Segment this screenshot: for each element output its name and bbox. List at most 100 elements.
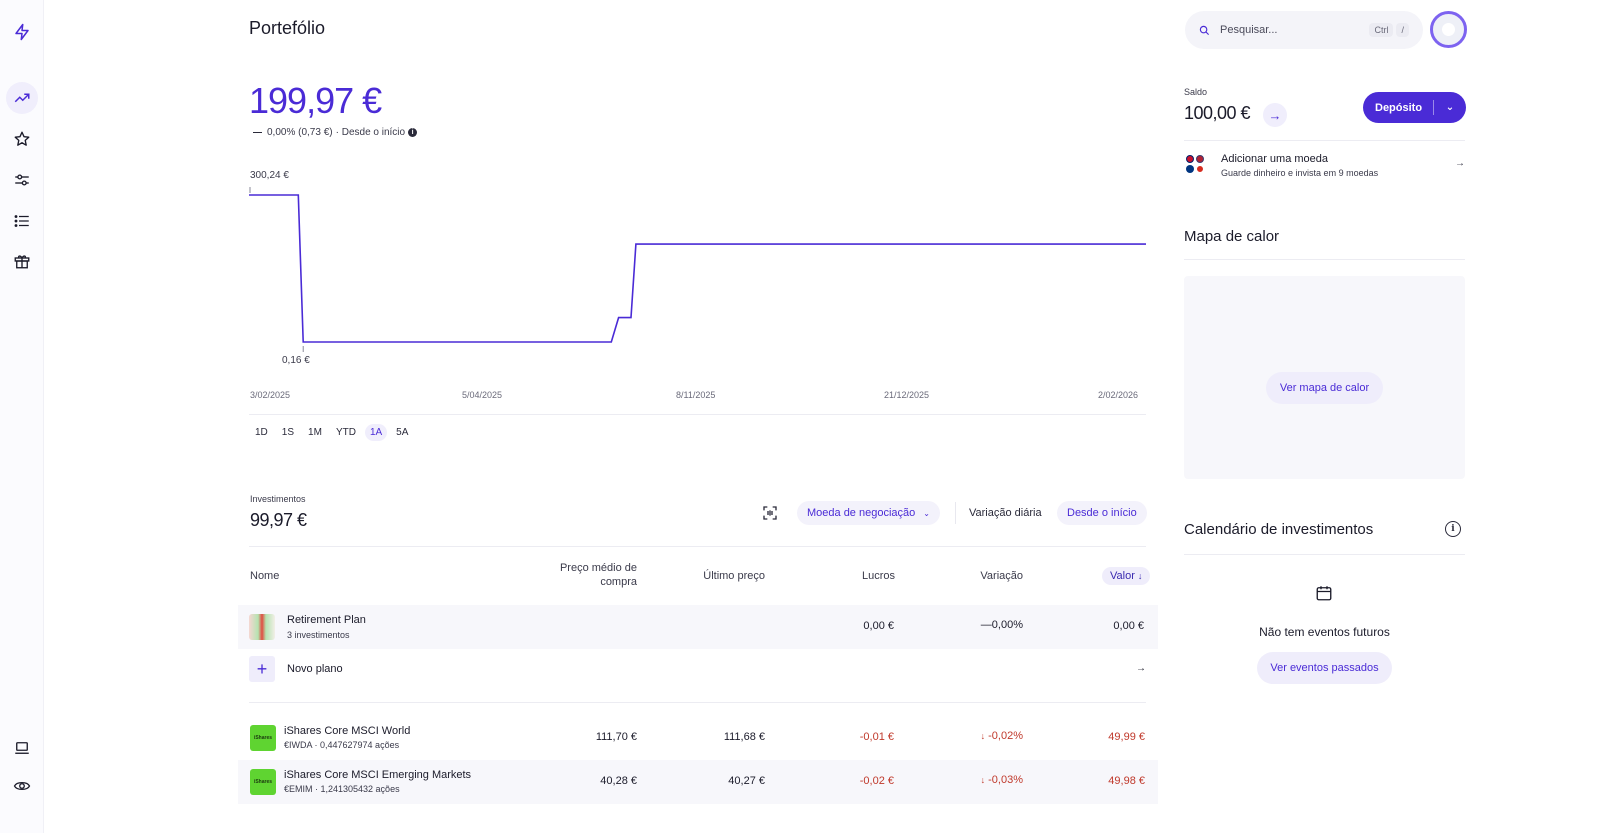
page-title: Portefólio <box>249 18 326 38</box>
list-icon[interactable] <box>6 205 38 237</box>
since-start-label: Desde o início <box>1067 507 1137 519</box>
heatmap-title: Mapa de calor <box>1184 228 1280 245</box>
calendar-icon <box>1316 586 1332 601</box>
last-price: 111,68 € <box>723 731 765 743</box>
chart-min-label: 0,16 € <box>282 355 310 366</box>
range-1d-button[interactable]: 1D <box>255 427 268 438</box>
portfolio-chart-svg <box>249 187 1146 352</box>
neutral-dash-icon: — <box>980 619 992 631</box>
flag-icon <box>1196 155 1204 163</box>
divider <box>249 702 1146 703</box>
logo-bolt-icon[interactable] <box>6 16 38 48</box>
gift-icon[interactable] <box>6 245 38 277</box>
column-header-name[interactable]: Nome <box>250 570 280 582</box>
arrow-down-icon: ↓ <box>980 731 986 741</box>
profit: -0,01 € <box>859 731 894 743</box>
instrument-sub: €IWDA · 0,447627974 ações <box>284 740 400 750</box>
table-row[interactable]: iShares iShares Core MSCI Emerging Marke… <box>238 760 1158 804</box>
balance-value: 100,00 € <box>1184 103 1251 123</box>
range-ytd-button[interactable]: YTD <box>335 427 356 438</box>
flag-icon <box>1186 165 1194 173</box>
column-header-profits[interactable]: Lucros <box>861 570 895 582</box>
change: ↓ -0,02% <box>923 730 1023 742</box>
scan-icon[interactable] <box>758 502 782 524</box>
deposit-label: Depósito <box>1375 101 1423 114</box>
neutral-dash-icon <box>253 131 262 134</box>
plus-icon: + <box>249 656 275 682</box>
daily-change-toggle[interactable]: Variação diária <box>969 507 1042 519</box>
plan-name: Retirement Plan <box>287 614 366 626</box>
chart-x-tick: 3/02/2025 <box>250 390 291 400</box>
sliders-icon[interactable] <box>6 164 38 196</box>
range-1a-button[interactable]: 1A <box>364 424 388 441</box>
sidebar <box>0 0 44 833</box>
since-start-toggle[interactable]: Desde o início <box>1057 501 1147 525</box>
portfolio-change: 0,00% (0,73 €) · Desde o início i <box>253 127 418 138</box>
portfolio-change-value: 0,00% (0,73 €) <box>267 127 333 138</box>
no-events-message: Não tem eventos futuros <box>1259 625 1390 639</box>
chart-x-tick: 2/02/2026 <box>1098 390 1139 400</box>
column-header-value[interactable]: Valor ↓ <box>1102 567 1151 585</box>
kbd-slash: / <box>1396 23 1409 37</box>
range-5a-button[interactable]: 5A <box>396 427 409 438</box>
avatar[interactable] <box>1430 11 1467 48</box>
add-currency-title[interactable]: Adicionar uma moeda <box>1221 153 1329 165</box>
range-selector: 1D 1S 1M YTD 1A 5A <box>250 424 413 441</box>
divider <box>1184 259 1465 260</box>
arrow-down-icon: ↓ <box>980 775 986 785</box>
plan-change-value: 0,00% <box>991 619 1023 631</box>
divider <box>955 502 956 524</box>
column-header-last-price[interactable]: Último preço <box>703 570 765 582</box>
info-icon[interactable]: i <box>1445 521 1461 537</box>
table-row-new-plan[interactable]: + Novo plano → <box>238 649 1158 691</box>
plan-change: —0,00% <box>923 619 1023 631</box>
sort-down-icon: ↓ <box>1137 571 1143 581</box>
search-bar[interactable]: Ctrl / <box>1185 11 1423 49</box>
new-plan-label: Novo plano <box>287 663 343 675</box>
search-icon <box>1199 25 1210 36</box>
divider <box>1433 100 1434 115</box>
info-icon[interactable]: i <box>408 128 418 137</box>
laptop-icon[interactable] <box>6 732 38 764</box>
balance-label: Saldo <box>1184 87 1208 97</box>
divider <box>249 546 1146 547</box>
change: ↓ -0,03% <box>923 774 1023 786</box>
table-row-plan[interactable]: Retirement Plan 3 investimentos 0,00 € —… <box>238 605 1158 649</box>
search-input[interactable] <box>1220 24 1367 36</box>
chart-max-label: 300,24 € <box>250 170 289 181</box>
view-past-events-button[interactable]: Ver eventos passados <box>1257 652 1392 684</box>
portfolio-value: 199,97 € <box>249 80 382 121</box>
balance-arrow-icon[interactable]: → <box>1263 103 1287 127</box>
value: 49,98 € <box>1108 775 1145 787</box>
instrument-name: iShares Core MSCI Emerging Markets <box>284 769 472 781</box>
arrow-right-icon[interactable]: → <box>1455 158 1465 169</box>
range-1m-button[interactable]: 1M <box>308 427 322 438</box>
change-value: -0,03% <box>988 774 1023 786</box>
avg-price: 111,70 € <box>595 731 637 743</box>
portfolio-chart[interactable]: 300,24 € 0,16 € <box>249 165 1149 410</box>
currency-filter-label: Moeda de negociação <box>807 507 916 519</box>
eye-icon[interactable] <box>6 770 38 802</box>
view-heatmap-button[interactable]: Ver mapa de calor <box>1266 372 1383 404</box>
deposit-button[interactable]: Depósito ⌄ <box>1363 92 1466 123</box>
instrument-name: iShares Core MSCI World <box>284 725 411 737</box>
chart-series-line <box>249 194 1146 343</box>
ishares-logo: iShares <box>250 769 276 795</box>
trending-up-icon[interactable] <box>6 82 38 114</box>
divider <box>1184 140 1465 141</box>
range-1s-button[interactable]: 1S <box>281 427 295 438</box>
star-icon[interactable] <box>6 123 38 155</box>
column-header-avg-price-line2: compra <box>600 576 637 588</box>
divider <box>249 414 1146 415</box>
column-header-avg-price[interactable]: Preço médio de compra <box>530 562 637 588</box>
chart-x-tick: 21/12/2025 <box>884 390 930 400</box>
currency-flags-icon <box>1185 154 1207 176</box>
investments-label: Investimentos <box>250 494 306 504</box>
table-row[interactable]: iShares iShares Core MSCI World €IWDA · … <box>238 716 1158 760</box>
chevron-down-icon[interactable]: ⌄ <box>1445 102 1455 113</box>
calendar-title: Calendário de investimentos <box>1184 521 1374 538</box>
change-value: -0,02% <box>988 730 1023 742</box>
flag-icon <box>1196 165 1204 173</box>
column-header-change[interactable]: Variação <box>980 570 1023 582</box>
currency-filter-dropdown[interactable]: Moeda de negociação ⌄ <box>797 501 940 525</box>
